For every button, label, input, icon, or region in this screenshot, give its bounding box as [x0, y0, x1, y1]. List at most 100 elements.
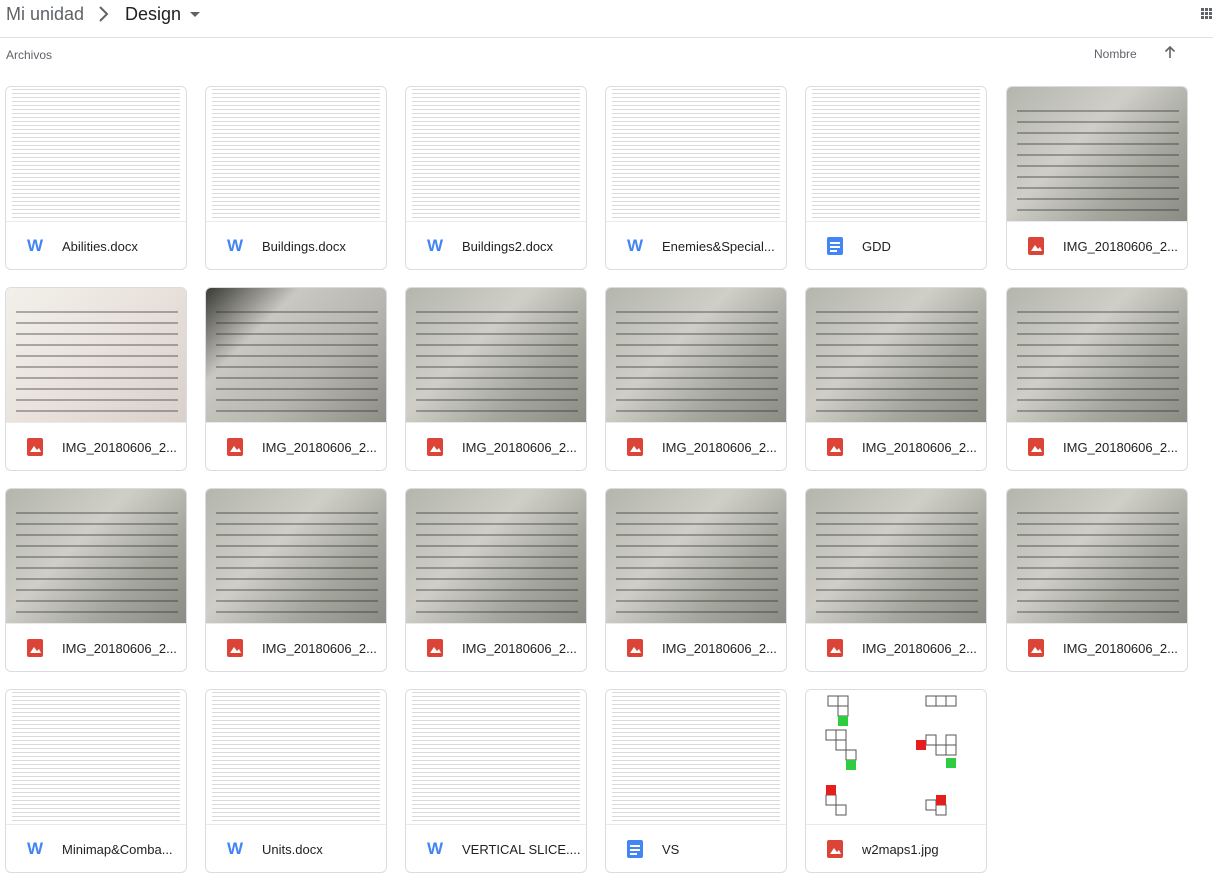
file-card[interactable]: W Minimap&Comba... — [5, 689, 187, 873]
word-doc-icon: W — [627, 236, 644, 255]
file-card-footer: IMG_20180606_2... — [1007, 625, 1187, 671]
file-card-footer: IMG_20180606_2... — [6, 625, 186, 671]
grid-view-icon[interactable] — [1201, 8, 1212, 20]
word-doc-icon: W — [27, 236, 44, 255]
file-name: IMG_20180606_2... — [1063, 440, 1178, 455]
file-card-footer: IMG_20180606_2... — [606, 625, 786, 671]
file-name: IMG_20180606_2... — [1063, 641, 1178, 656]
file-name: IMG_20180606_2... — [662, 641, 777, 656]
image-file-icon — [1028, 639, 1044, 657]
document-thumbnail — [806, 87, 986, 222]
document-thumbnail — [206, 87, 386, 222]
file-card[interactable]: IMG_20180606_2... — [405, 488, 587, 672]
file-card-footer: W Minimap&Comba... — [6, 826, 186, 872]
file-card[interactable]: W Buildings.docx — [205, 86, 387, 270]
document-thumbnail — [206, 690, 386, 825]
file-name: Minimap&Comba... — [62, 842, 173, 857]
file-card-footer: IMG_20180606_2... — [406, 424, 586, 470]
file-card[interactable]: W Abilities.docx — [5, 86, 187, 270]
image-file-icon — [827, 438, 843, 456]
google-doc-icon — [827, 237, 843, 255]
file-card[interactable]: W Units.docx — [205, 689, 387, 873]
file-card-footer: W Buildings.docx — [206, 223, 386, 269]
section-title: Archivos — [6, 48, 53, 62]
file-card-footer: VS — [606, 826, 786, 872]
chevron-right-icon — [99, 6, 109, 22]
breadcrumb-my-drive[interactable]: Mi unidad — [6, 4, 85, 24]
file-name: IMG_20180606_2... — [462, 641, 577, 656]
file-card[interactable]: IMG_20180606_2... — [1006, 488, 1188, 672]
file-card[interactable]: IMG_20180606_2... — [5, 488, 187, 672]
file-card[interactable]: IMG_20180606_2... — [805, 488, 987, 672]
photo-thumbnail — [206, 288, 386, 423]
breadcrumb-current-folder[interactable]: Design — [125, 4, 182, 24]
image-file-icon — [627, 438, 643, 456]
file-card[interactable]: VS — [605, 689, 787, 873]
photo-thumbnail — [6, 288, 186, 423]
photo-thumbnail — [606, 288, 786, 423]
file-card[interactable]: IMG_20180606_2... — [205, 287, 387, 471]
word-doc-icon: W — [227, 839, 244, 858]
file-card[interactable]: GDD — [805, 86, 987, 270]
document-thumbnail — [606, 87, 786, 222]
file-card-footer: IMG_20180606_2... — [206, 424, 386, 470]
file-name: IMG_20180606_2... — [862, 440, 977, 455]
file-card-footer: IMG_20180606_2... — [206, 625, 386, 671]
file-name: w2maps1.jpg — [862, 842, 939, 857]
file-card[interactable]: IMG_20180606_2... — [5, 287, 187, 471]
photo-thumbnail — [1007, 288, 1187, 423]
file-name: IMG_20180606_2... — [62, 641, 177, 656]
file-card-footer: IMG_20180606_2... — [406, 625, 586, 671]
chevron-down-icon[interactable] — [190, 12, 200, 17]
file-card-footer: GDD — [806, 223, 986, 269]
file-name: VS — [662, 842, 680, 857]
image-file-icon — [427, 438, 443, 456]
image-file-icon — [27, 639, 43, 657]
photo-thumbnail — [406, 489, 586, 624]
file-name: IMG_20180606_2... — [1063, 239, 1178, 254]
sort-by-name-button[interactable]: Nombre — [1094, 47, 1137, 61]
file-card[interactable]: IMG_20180606_2... — [605, 488, 787, 672]
file-card[interactable]: IMG_20180606_2... — [1006, 287, 1188, 471]
image-file-icon — [1028, 438, 1044, 456]
arrow-up-icon[interactable] — [1164, 45, 1176, 59]
file-card-footer: IMG_20180606_2... — [1007, 424, 1187, 470]
document-thumbnail — [406, 87, 586, 222]
document-thumbnail — [6, 690, 186, 825]
file-card[interactable]: W VERTICAL SLICE.... — [405, 689, 587, 873]
photo-thumbnail — [806, 489, 986, 624]
file-card[interactable]: w2maps1.jpg — [805, 689, 987, 873]
file-card[interactable]: W Buildings2.docx — [405, 86, 587, 270]
file-card-footer: IMG_20180606_2... — [606, 424, 786, 470]
file-card[interactable]: IMG_20180606_2... — [405, 287, 587, 471]
file-card-footer: W VERTICAL SLICE.... — [406, 826, 586, 872]
photo-thumbnail — [206, 489, 386, 624]
photo-thumbnail — [1007, 489, 1187, 624]
file-name: IMG_20180606_2... — [262, 440, 377, 455]
file-name: Units.docx — [262, 842, 323, 857]
document-thumbnail — [606, 690, 786, 825]
photo-thumbnail — [406, 288, 586, 423]
word-doc-icon: W — [427, 236, 444, 255]
file-card-footer: W Abilities.docx — [6, 223, 186, 269]
word-doc-icon: W — [27, 839, 44, 858]
file-card[interactable]: IMG_20180606_2... — [605, 287, 787, 471]
file-card-footer: IMG_20180606_2... — [806, 625, 986, 671]
image-file-icon — [27, 438, 43, 456]
document-thumbnail — [406, 690, 586, 825]
document-thumbnail — [6, 87, 186, 222]
file-name: IMG_20180606_2... — [62, 440, 177, 455]
file-name: Abilities.docx — [62, 239, 138, 254]
file-name: IMG_20180606_2... — [862, 641, 977, 656]
image-file-icon — [627, 639, 643, 657]
image-file-icon — [227, 438, 243, 456]
file-name: Buildings.docx — [262, 239, 346, 254]
file-card[interactable]: W Enemies&Special... — [605, 86, 787, 270]
file-card[interactable]: IMG_20180606_2... — [205, 488, 387, 672]
file-name: Enemies&Special... — [662, 239, 775, 254]
file-card[interactable]: IMG_20180606_2... — [1006, 86, 1188, 270]
file-card[interactable]: IMG_20180606_2... — [805, 287, 987, 471]
file-name: IMG_20180606_2... — [462, 440, 577, 455]
file-card-footer: IMG_20180606_2... — [1007, 223, 1187, 269]
image-file-icon — [827, 639, 843, 657]
